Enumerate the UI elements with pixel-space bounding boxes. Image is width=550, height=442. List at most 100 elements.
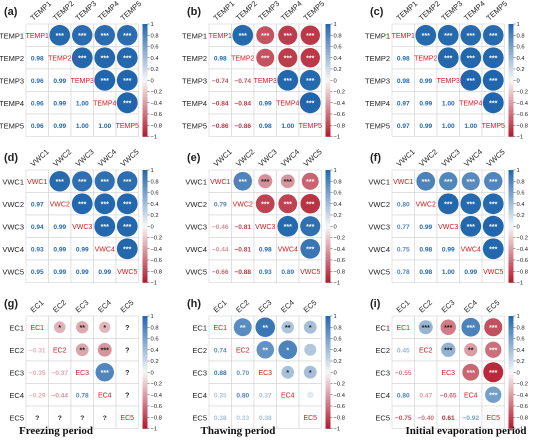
colorbar-segment	[142, 400, 148, 404]
coefficient-value: 1.00	[442, 100, 455, 107]
diagonal-label: VWC1	[27, 179, 47, 186]
colorbar-tick-label: 1	[517, 314, 520, 320]
colorbar-segment	[142, 316, 148, 320]
column-label: EC2	[234, 298, 251, 314]
colorbar-tick-label: 0.6	[517, 337, 525, 343]
significance-mark: **	[240, 325, 246, 332]
colorbar-segment	[325, 40, 331, 44]
colorbar-segment	[508, 400, 514, 404]
coefficient-value: 0.38	[214, 415, 227, 422]
colorbar-segment	[508, 361, 514, 365]
colorbar-segment	[325, 83, 331, 87]
column-label: TEMP3	[257, 0, 282, 22]
colorbar-segment	[508, 411, 514, 415]
column-label: TEMP2	[417, 0, 442, 22]
coefficient-value: 0.78	[76, 392, 89, 399]
colorbar-segment	[142, 231, 148, 235]
column-label: TEMP5	[485, 0, 510, 22]
significance-mark: ***	[261, 201, 269, 208]
coefficient-value: 0.99	[53, 123, 66, 130]
correlation-circle	[484, 318, 503, 337]
colorbar-segment	[142, 97, 148, 101]
colorbar-segment	[508, 338, 514, 342]
colorbar-segment	[325, 66, 331, 70]
diagonal-label: VWC2	[50, 201, 70, 208]
colorbar-segment	[325, 417, 331, 421]
correlation-circle	[415, 24, 437, 46]
colorbar-segment	[508, 265, 514, 269]
colorbar-segment	[325, 251, 331, 255]
row-label: VWC3	[185, 222, 207, 231]
colorbar-segment	[325, 189, 331, 193]
colorbar-tick-label: −0.6	[151, 404, 162, 410]
colorbar-tick-label: 0.2	[151, 213, 159, 219]
significance-mark: ***	[306, 55, 314, 62]
colorbar-segment	[508, 52, 514, 56]
colorbar-segment	[325, 85, 331, 89]
colorbar-tick-label: −0.6	[517, 258, 528, 264]
colorbar-segment	[508, 254, 514, 258]
coefficient-value: 0.94	[31, 224, 44, 231]
coefficient-value: −0.86	[212, 123, 229, 130]
colorbar-segment	[325, 35, 331, 39]
row-label: VWC2	[368, 200, 390, 209]
colorbar-tick-label: 0	[334, 370, 337, 376]
colorbar-segment	[325, 408, 331, 412]
column-label: EC4	[462, 298, 479, 314]
coefficient-value: 0.98	[214, 55, 227, 62]
row-label: TEMP2	[182, 54, 207, 63]
colorbar-segment	[325, 358, 331, 362]
grid-cell	[414, 360, 438, 384]
coefficient-value: 0.93	[31, 246, 44, 253]
coefficient-value: 1.00	[442, 123, 455, 130]
colorbar-segment	[508, 175, 514, 179]
correlation-circle	[95, 363, 114, 382]
colorbar-segment	[508, 229, 514, 233]
correlation-circle	[482, 193, 504, 215]
colorbar-segment	[508, 66, 514, 70]
row-label: EC4	[192, 391, 207, 400]
correlation-circle	[439, 172, 458, 191]
significance-mark: ***	[444, 55, 452, 62]
correlation-circle	[72, 171, 93, 192]
correlation-circle	[300, 193, 321, 214]
column-label: TEMP5	[119, 0, 144, 22]
colorbar-segment	[325, 226, 331, 230]
coefficient-value: 0.88	[214, 370, 227, 377]
colorbar-segment	[508, 71, 514, 75]
colorbar-segment	[142, 54, 148, 59]
row-label: TEMP2	[365, 54, 390, 63]
colorbar-tick-label: 0.4	[151, 202, 160, 208]
colorbar-segment	[142, 276, 148, 280]
colorbar-tick-label: 0	[517, 78, 520, 84]
colorbar-segment	[508, 195, 514, 199]
column-label: VWC3	[74, 147, 96, 168]
correlation-circle	[116, 193, 138, 215]
diagonal-label: EC1	[396, 325, 410, 332]
colorbar-tick-label: 0	[151, 370, 154, 376]
coefficient-value: 0.99	[259, 100, 272, 107]
colorbar-segment	[508, 237, 514, 241]
colorbar-segment	[142, 40, 148, 44]
correlation-circle	[440, 319, 456, 335]
row-label: TEMP1	[365, 31, 390, 40]
significance-mark: ***	[101, 179, 109, 186]
colorbar-segment	[508, 257, 514, 261]
colorbar-segment	[325, 91, 331, 95]
colorbar-segment	[508, 383, 514, 387]
colorbar-tick-label: 0.8	[151, 179, 159, 185]
colorbar-segment	[508, 35, 514, 39]
colorbar-segment	[142, 74, 148, 78]
colorbar-segment	[508, 88, 514, 92]
colorbar-segment	[142, 43, 148, 47]
correlation-circle	[116, 215, 138, 237]
correlation-circle	[482, 215, 504, 237]
colorbar-segment	[325, 268, 331, 272]
row-label: VWC4	[368, 245, 390, 254]
colorbar-segment	[142, 355, 148, 359]
row-label: TEMP3	[182, 76, 207, 85]
colorbar-tick-label: −0.2	[334, 236, 345, 242]
column-label: VWC5	[119, 147, 141, 168]
correlation-circle	[300, 25, 320, 45]
colorbar-segment	[508, 321, 514, 325]
